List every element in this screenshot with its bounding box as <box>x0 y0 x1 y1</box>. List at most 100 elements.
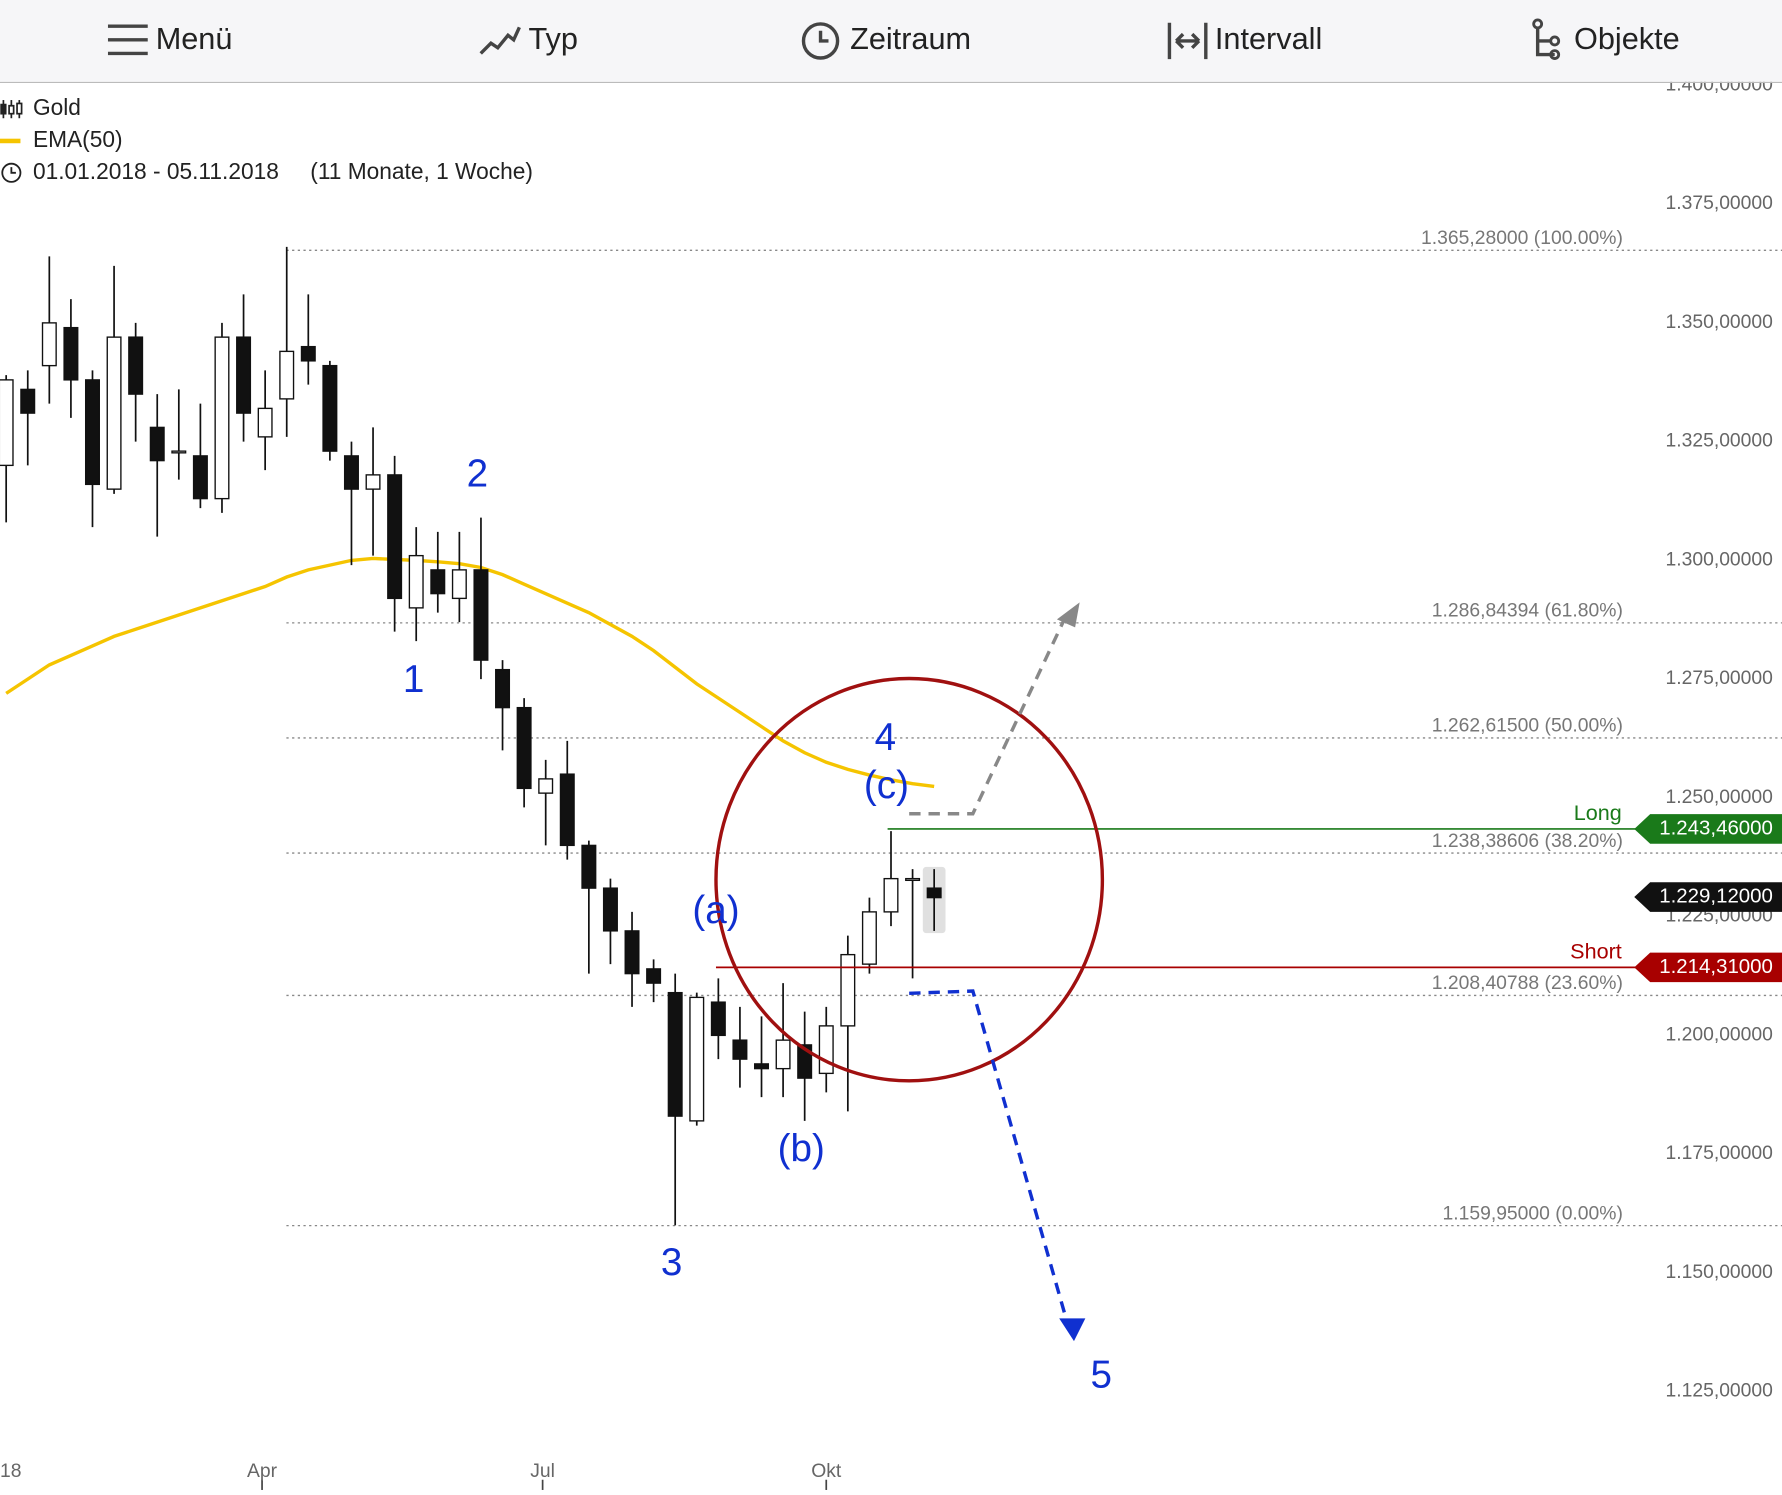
wave-label: 5 <box>1091 1354 1112 1397</box>
candle-body <box>365 474 381 490</box>
short-tag <box>1634 952 1782 983</box>
interval-icon <box>1167 22 1208 60</box>
fib-label: 1.286,84394 (61.80%) <box>1432 601 1623 622</box>
objects-icon <box>1535 27 1555 57</box>
candle-body <box>84 379 100 486</box>
y-tick-label: 1.175,00000 <box>1666 1143 1773 1164</box>
candle-body <box>538 778 554 794</box>
candle-body <box>63 326 79 381</box>
y-tick-label: 1.350,00000 <box>1666 312 1773 333</box>
candle-body <box>646 968 662 984</box>
fib-label: 1.208,40788 (23.60%) <box>1432 973 1623 994</box>
x-tick-label: Okt <box>811 1461 842 1482</box>
candle-body <box>732 1039 748 1060</box>
fib-label: 1.262,61500 (50.00%) <box>1432 716 1623 737</box>
x-tick-label: 18 <box>0 1461 21 1482</box>
plot-area: 1.400,000001.375,000001.350,000001.325,0… <box>0 74 1782 1490</box>
candle-body <box>41 322 57 367</box>
legend-label: Gold <box>33 94 81 120</box>
range-label: 01.01.2018 - 05.11.2018 <box>33 158 279 184</box>
range-button-label[interactable]: Zeitraum <box>850 21 971 56</box>
candle-body <box>754 1063 770 1070</box>
y-tick-label: 1.125,00000 <box>1666 1381 1773 1402</box>
x-tick-label: Jul <box>530 1461 555 1482</box>
legend-label: EMA(50) <box>33 126 123 152</box>
candle-body <box>430 569 446 595</box>
type-button[interactable]: Typ <box>479 21 578 56</box>
candle-body <box>408 554 424 609</box>
clock-icon <box>1 162 22 183</box>
analysis-drawings: 1 2 3 4 5 (a) (b) (c) <box>403 452 1112 1396</box>
legend-swatch <box>0 138 21 144</box>
wave-label: 2 <box>467 452 488 495</box>
candle-body <box>473 569 489 661</box>
fib-label: 1.159,95000 (0.00%) <box>1443 1203 1623 1224</box>
wave-label: (a) <box>692 889 739 932</box>
objects-label[interactable]: Objekte <box>1574 21 1680 56</box>
candle-body <box>883 877 899 913</box>
ema-line <box>5 556 935 789</box>
candle-body <box>581 844 597 889</box>
candle-body <box>840 953 856 1027</box>
candle-body <box>0 379 14 467</box>
current-highlight <box>922 866 946 934</box>
candle-body <box>861 911 877 965</box>
interval-label[interactable]: Intervall <box>1215 21 1322 56</box>
current-price-tag <box>1634 882 1782 912</box>
range-icon <box>801 22 840 60</box>
interval-button[interactable]: Intervall <box>1167 21 1322 60</box>
candle-body <box>602 887 618 932</box>
candle-body <box>171 450 187 454</box>
candle-body <box>495 668 511 709</box>
menu-label[interactable]: Menü <box>156 21 233 56</box>
candle-body <box>710 1001 726 1037</box>
candle-body <box>236 336 252 414</box>
candle-body <box>689 996 705 1122</box>
toolbar-bg <box>0 0 1782 82</box>
fib-label: 1.238,38606 (38.20%) <box>1432 831 1623 852</box>
down-arrowhead <box>1059 1318 1086 1342</box>
objects-button[interactable]: Objekte <box>1532 18 1680 60</box>
candle-body <box>624 930 640 975</box>
candle-body <box>387 474 403 600</box>
candle-body <box>926 887 942 899</box>
candle-body <box>797 1044 813 1079</box>
range-duration: (11 Monate, 1 Woche) <box>310 158 533 184</box>
wave-label: 1 <box>403 658 424 701</box>
legend: Gold EMA(50) 01.01.2018 - 05.11.2018 (11… <box>0 94 533 184</box>
up-arrow <box>909 619 1066 816</box>
y-tick-label: 1.325,00000 <box>1666 431 1773 452</box>
type-icon <box>479 26 521 55</box>
fib-label: 1.365,28000 (100.00%) <box>1421 228 1623 249</box>
up-arrowhead <box>1056 602 1080 628</box>
candle-body <box>128 336 144 395</box>
candle-body <box>192 455 208 500</box>
short-value: 1.214,31000 <box>1659 955 1773 978</box>
circle <box>714 676 1105 1083</box>
long-value: 1.243,46000 <box>1659 816 1773 839</box>
menu-button[interactable]: Menü <box>107 21 233 56</box>
down-arrow <box>909 989 1068 1319</box>
y-tick-label: 1.250,00000 <box>1666 787 1773 808</box>
y-tick-label: 1.275,00000 <box>1666 668 1773 689</box>
current-price-value: 1.229,12000 <box>1659 884 1773 907</box>
wave-label: 3 <box>661 1241 682 1284</box>
y-tick-label: 1.300,00000 <box>1666 549 1773 570</box>
candle-body <box>516 706 532 790</box>
toolbar: Menü Typ Zeitraum Intervall Objekte <box>0 0 1782 84</box>
candle-body <box>257 407 273 438</box>
candle-body <box>214 336 230 500</box>
type-label[interactable]: Typ <box>528 21 577 56</box>
wave-label: (b) <box>778 1127 825 1170</box>
y-tick-label: 1.200,00000 <box>1666 1024 1773 1045</box>
y-tick-label: 1.150,00000 <box>1666 1262 1773 1283</box>
candle-body <box>559 773 575 847</box>
candle-body <box>300 345 316 362</box>
candle-body <box>106 336 122 490</box>
clock-hands <box>10 167 16 174</box>
candle-body <box>20 388 36 414</box>
range-button[interactable]: Zeitraum <box>801 21 971 60</box>
candle-body <box>279 350 295 400</box>
long-name: Long <box>1574 800 1622 825</box>
